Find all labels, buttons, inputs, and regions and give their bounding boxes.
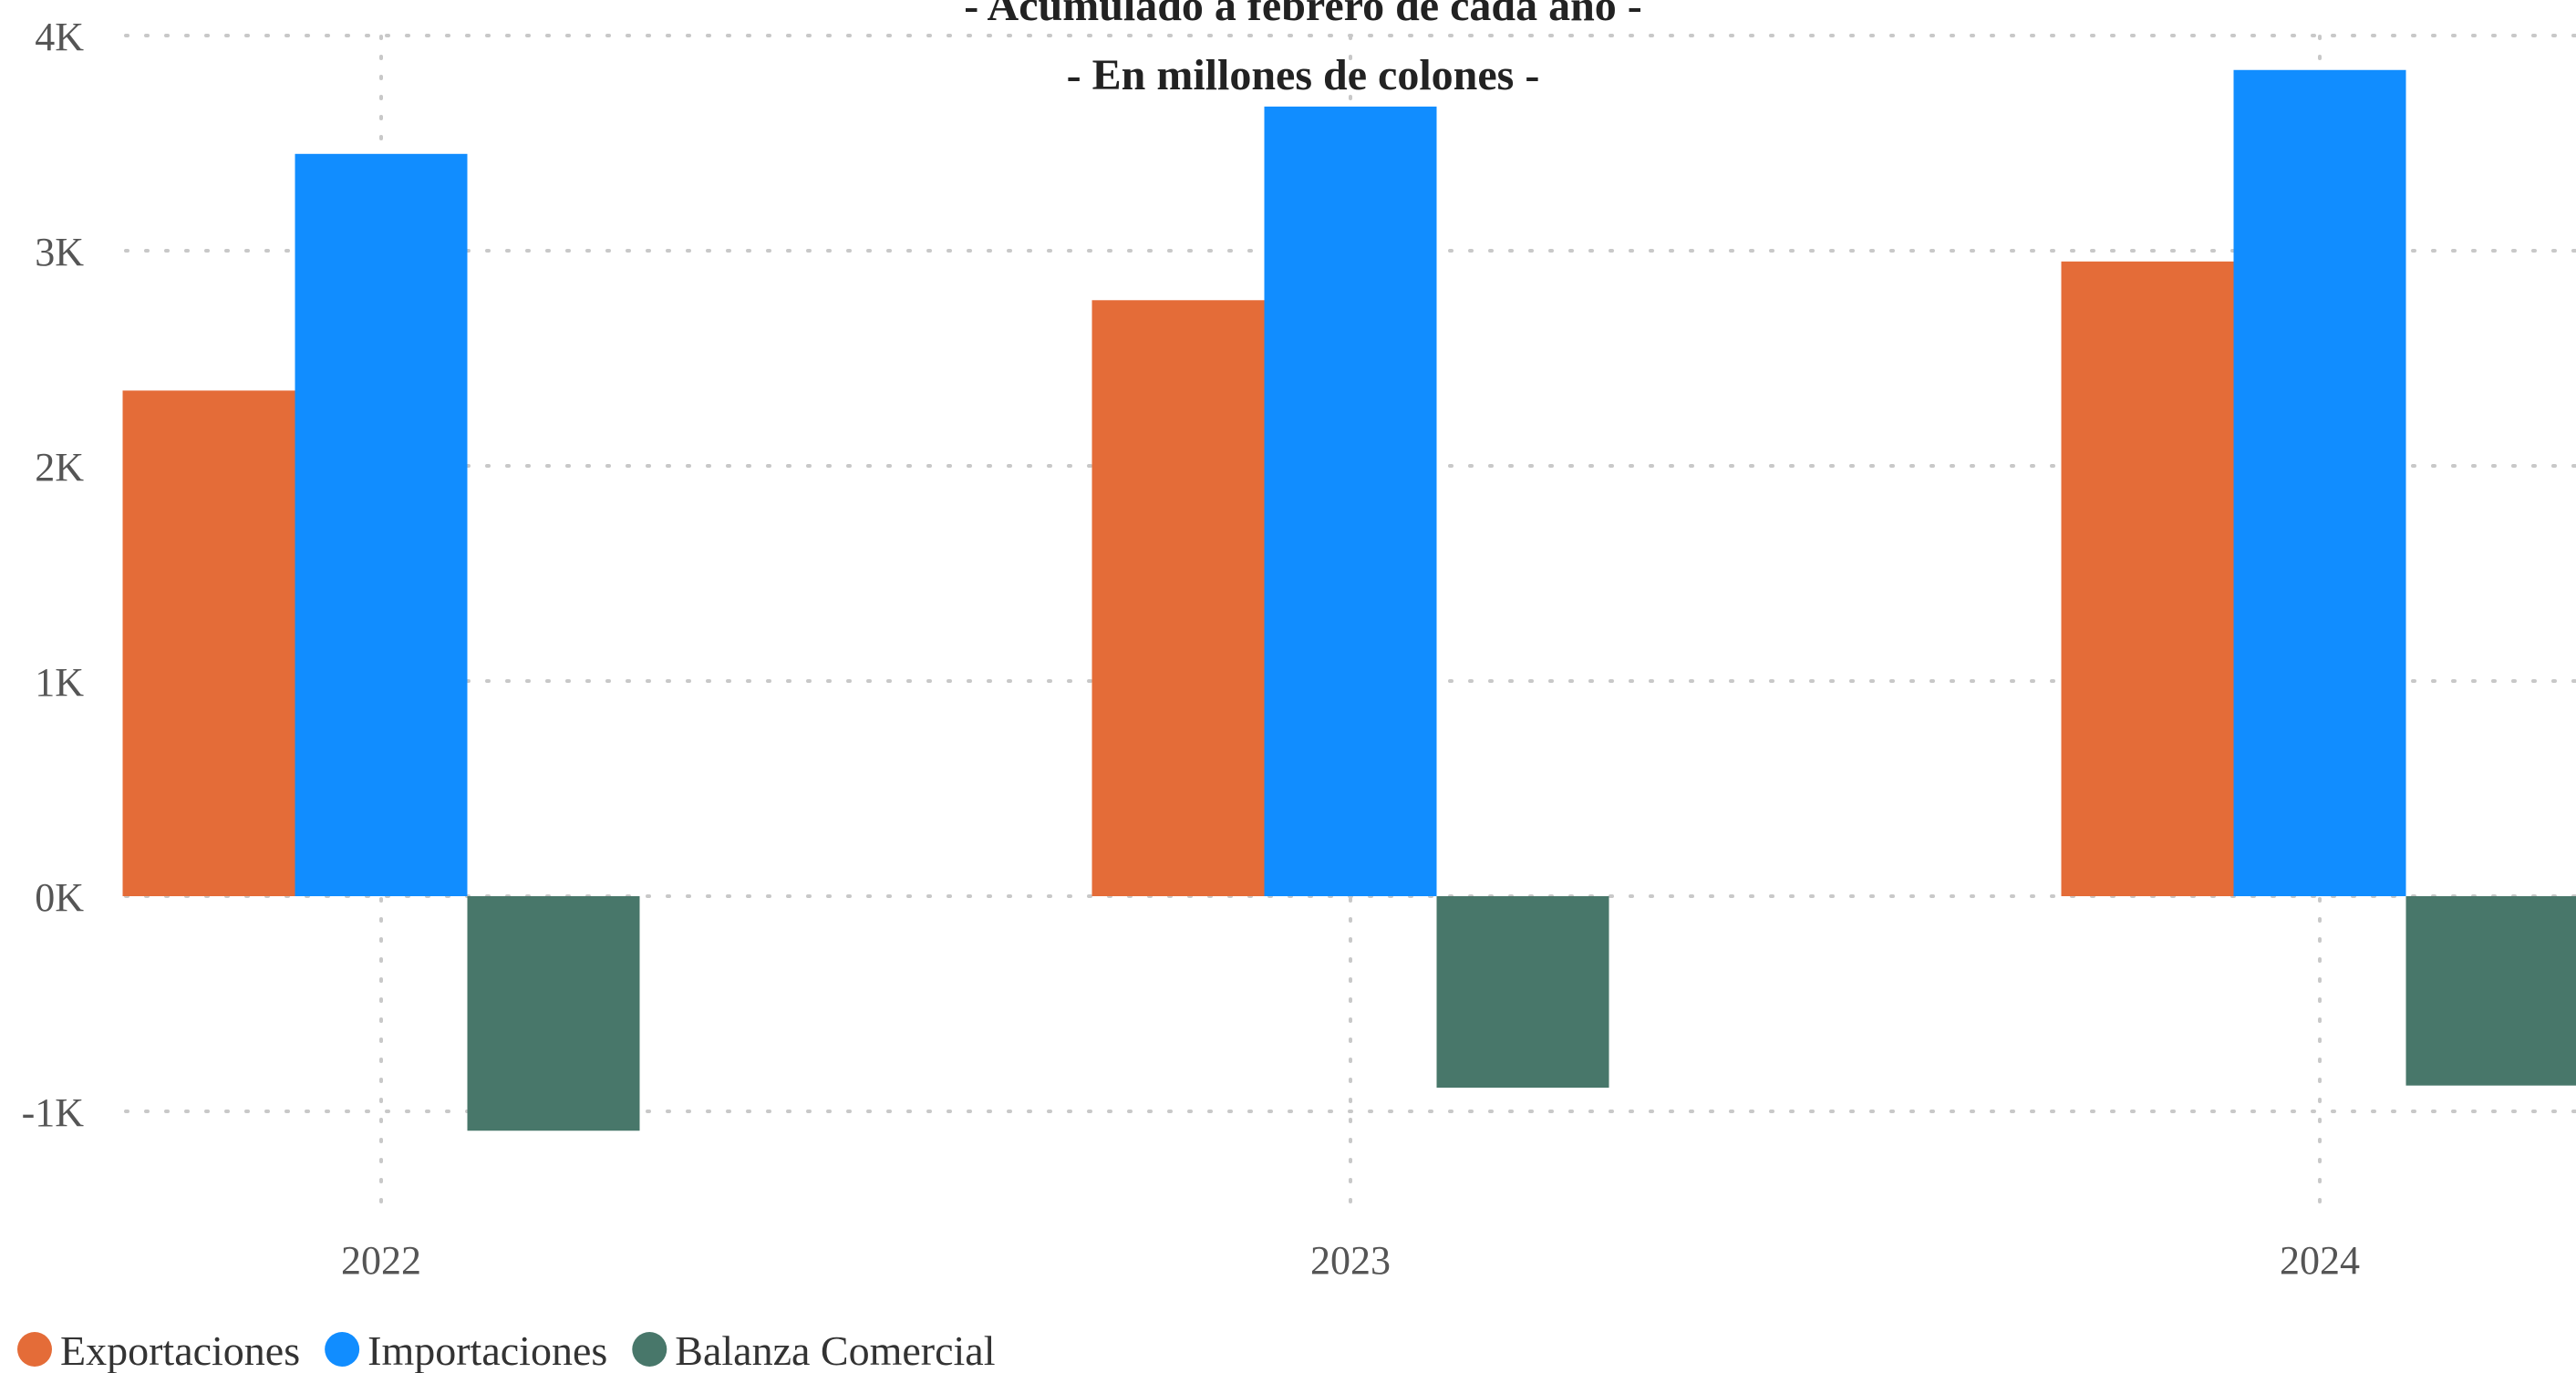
legend-label: Balanza Comercial (675, 1327, 995, 1373)
bar-exportaciones-2024[interactable] (2061, 261, 2234, 896)
x-axis: 2022 2023 2024 (341, 1238, 2360, 1283)
x-tick-label: 2023 (1310, 1238, 1391, 1283)
x-tick-label: 2024 (2280, 1238, 2360, 1283)
y-axis: -1K 0K 1K 2K 3K 4K (22, 15, 85, 1135)
bar-balanza-comercial-2023[interactable] (1436, 896, 1609, 1089)
legend-swatch (17, 1332, 52, 1367)
bars (122, 69, 2576, 1131)
y-tick-label: 1K (35, 660, 84, 705)
y-tick-label: 0K (35, 875, 84, 920)
bar-importaciones-2024[interactable] (2233, 69, 2406, 896)
bar-exportaciones-2023[interactable] (1091, 300, 1265, 896)
chart-title: - Acumulado a febrero de cada año - (964, 0, 1642, 30)
y-tick-label: 2K (35, 445, 84, 490)
legend-label: Importaciones (367, 1327, 607, 1373)
y-tick-label: 3K (35, 230, 84, 274)
chart-titles: - Acumulado a febrero de cada año - - En… (964, 0, 1642, 99)
chart-subtitle: - En millones de colones - (1067, 51, 1540, 99)
legend-item-exportaciones[interactable]: Exportaciones (17, 1327, 300, 1373)
legend-item-balanza-comercial[interactable]: Balanza Comercial (632, 1327, 996, 1373)
bar-importaciones-2022[interactable] (295, 153, 468, 897)
legend: Exportaciones Importaciones Balanza Comerc… (17, 1327, 996, 1373)
bar-balanza-comercial-2022[interactable] (467, 896, 640, 1131)
legend-label: Exportaciones (60, 1327, 300, 1373)
y-tick-label: 4K (35, 15, 84, 59)
bar-balanza-comercial-2024[interactable] (2405, 896, 2576, 1086)
y-tick-label: -1K (22, 1090, 85, 1135)
bar-importaciones-2023[interactable] (1264, 106, 1437, 896)
legend-swatch (325, 1332, 360, 1367)
legend-item-importaciones[interactable]: Importaciones (325, 1327, 607, 1373)
legend-swatch (632, 1332, 667, 1367)
bar-exportaciones-2022[interactable] (122, 390, 295, 896)
x-tick-label: 2022 (341, 1238, 421, 1283)
